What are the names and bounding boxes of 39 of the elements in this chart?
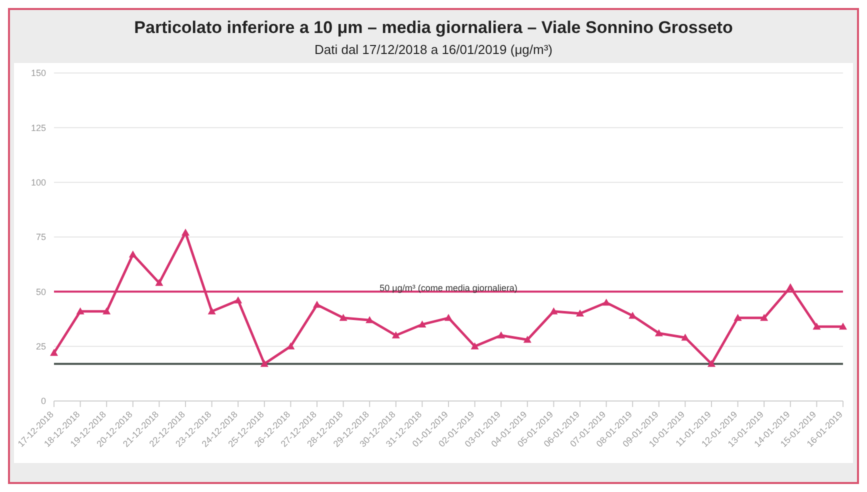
y-tick-label: 100 [30,178,46,188]
point [708,360,716,367]
point [260,360,268,367]
point [734,314,742,321]
point [444,314,452,321]
point [182,228,190,236]
y-tick-label: 25 [36,342,46,352]
point [76,307,84,314]
y-tick-label: 150 [30,68,46,78]
y-tick-label: 0 [40,396,46,406]
ref-line-label: 50 μg/m³ (come media giornaliera) [380,283,518,294]
point [786,283,794,290]
point [392,331,400,338]
point [128,250,137,258]
chart-subtitle: Dati dal 17/12/2018 a 16/01/2019 (μg/m³) [313,42,554,57]
y-tick-label: 75 [36,232,46,242]
point [760,314,768,321]
point [234,296,242,304]
point [155,278,164,286]
point [102,307,111,314]
point [366,316,374,324]
y-tick-label: 50 [36,286,46,297]
point [470,342,479,350]
y-tick-label: 125 [30,122,46,133]
point [839,322,847,330]
point [50,348,58,356]
chart-title: Particolato inferiore a 10 μm – media giornaliera – Viale Sonnino Grosseto [133,18,734,38]
point [681,334,690,341]
point [339,314,348,321]
point [497,331,506,338]
point [550,307,558,314]
point [208,307,216,314]
point [812,322,821,330]
point [654,329,663,336]
point [313,300,321,308]
point [602,298,610,306]
point [576,310,584,317]
point [418,320,426,328]
point [523,336,532,343]
